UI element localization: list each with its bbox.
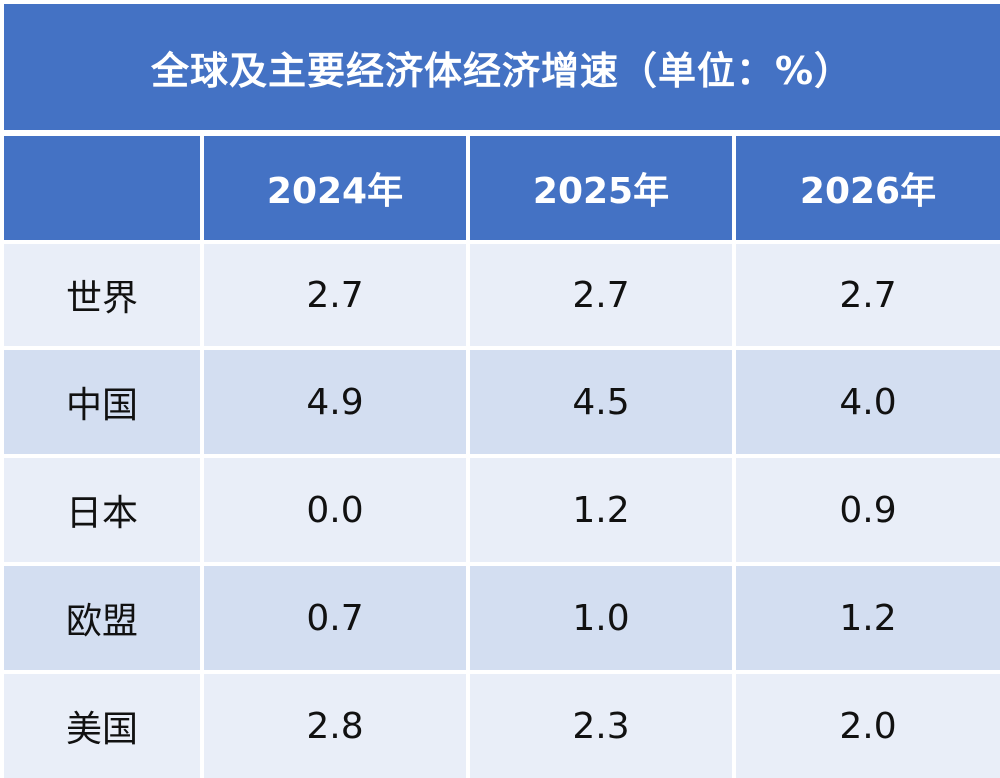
cell-world-2026: 2.7	[736, 244, 1000, 346]
cell-japan-2026: 0.9	[736, 458, 1000, 562]
header-2024: 2024年	[204, 136, 466, 240]
table-grid: 2024年 2025年 2026年 世界 2.7 2.7 2.7 中国 4.9 …	[4, 136, 1000, 778]
cell-eu-2024: 0.7	[204, 566, 466, 670]
cell-china-2026: 4.0	[736, 350, 1000, 454]
cell-eu-2026: 1.2	[736, 566, 1000, 670]
row-label-china: 中国	[4, 350, 200, 454]
cell-usa-2024: 2.8	[204, 674, 466, 778]
cell-usa-2025: 2.3	[470, 674, 732, 778]
cell-japan-2025: 1.2	[470, 458, 732, 562]
cell-china-2025: 4.5	[470, 350, 732, 454]
row-label-usa: 美国	[4, 674, 200, 778]
header-2025: 2025年	[470, 136, 732, 240]
header-2026: 2026年	[736, 136, 1000, 240]
cell-eu-2025: 1.0	[470, 566, 732, 670]
cell-japan-2024: 0.0	[204, 458, 466, 562]
cell-usa-2026: 2.0	[736, 674, 1000, 778]
row-label-eu: 欧盟	[4, 566, 200, 670]
cell-world-2025: 2.7	[470, 244, 732, 346]
cell-world-2024: 2.7	[204, 244, 466, 346]
table-title: 全球及主要经济体经济增速（单位：%）	[4, 4, 1000, 130]
row-label-japan: 日本	[4, 458, 200, 562]
cell-china-2024: 4.9	[204, 350, 466, 454]
row-label-world: 世界	[4, 244, 200, 346]
header-corner-cell	[4, 136, 200, 240]
